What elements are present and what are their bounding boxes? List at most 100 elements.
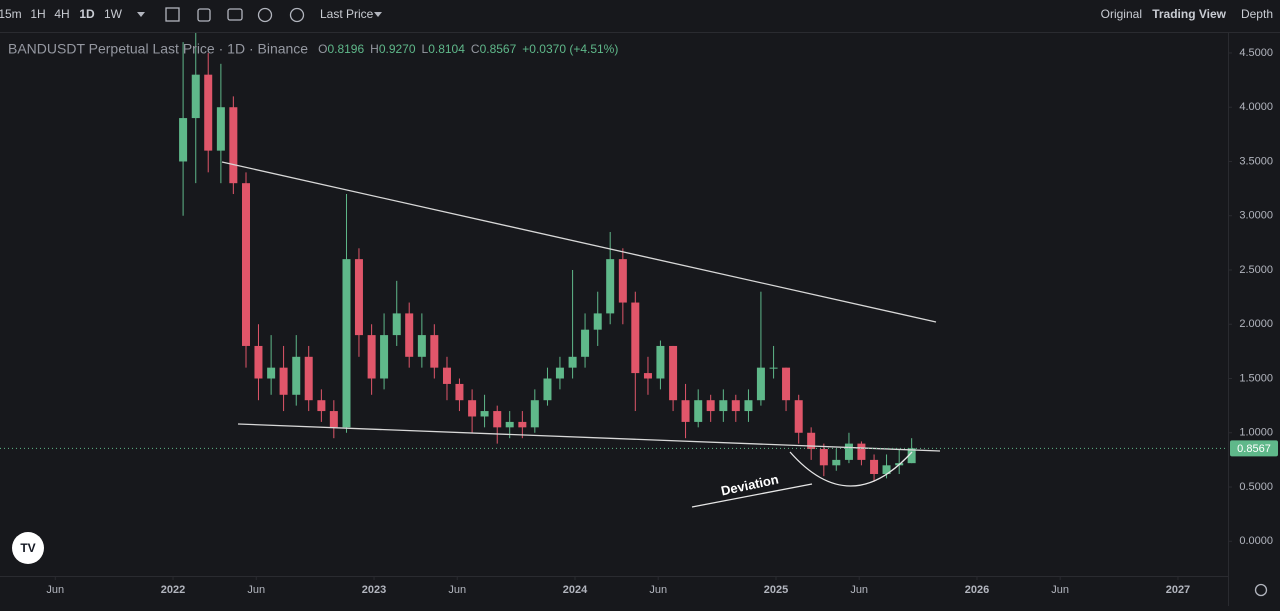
legend-value: 0.8567: [480, 42, 517, 56]
settings-icon[interactable]: [1254, 583, 1268, 597]
candle-body: [191, 74, 200, 119]
candle-body: [216, 107, 225, 151]
y-tick-label: 2.0000: [1239, 318, 1273, 330]
x-tick-label: Jun: [247, 584, 265, 596]
candle-body: [794, 400, 803, 433]
legend-label: C: [471, 42, 480, 56]
camera-icon[interactable]: [227, 8, 243, 21]
view-tab[interactable]: Original: [1101, 7, 1142, 21]
candle-body: [242, 183, 251, 346]
candle-body: [417, 335, 426, 357]
x-tick-label: Jun: [46, 584, 64, 596]
logo: TV: [12, 532, 44, 564]
price-type-select[interactable]: Last Price: [320, 7, 374, 21]
y-tick-label: 4.5000: [1239, 47, 1273, 59]
candle-body: [568, 356, 577, 368]
candle-body: [669, 345, 678, 401]
candle-body: [442, 367, 451, 384]
y-tick-label: 4.0000: [1239, 101, 1273, 113]
add-icon[interactable]: [257, 7, 273, 23]
trendline: [221, 161, 937, 323]
candle-icon[interactable]: [197, 8, 211, 22]
dropdown-icon[interactable]: [137, 12, 145, 17]
candle-body: [606, 259, 615, 314]
toolbar: [137, 7, 382, 23]
candle-body: [292, 356, 301, 395]
last-price-label: 0.8567: [1237, 443, 1271, 455]
candle-body: [229, 107, 238, 184]
candle-body: [706, 400, 715, 412]
candle-body: [807, 432, 816, 450]
logo-badge[interactable]: [12, 532, 44, 564]
candle-body: [694, 400, 703, 422]
candle-body: [744, 400, 753, 412]
x-tick-label: Jun: [1051, 584, 1069, 596]
legend-value: 0.8104: [428, 42, 465, 56]
legend-value: 0.9270: [379, 42, 416, 56]
indicator-icon[interactable]: [165, 7, 180, 22]
view-tab[interactable]: Depth: [1241, 7, 1273, 21]
candle-body: [267, 367, 276, 379]
candle-body: [304, 356, 313, 401]
ohlc-legend: O 0.8196 H 0.9270 L 0.8104 C 0.8567 +0.0370 (+4.…: [318, 42, 618, 56]
candle-body: [505, 421, 514, 428]
candle-body: [756, 367, 765, 401]
candle-body: [254, 345, 263, 379]
legend-change: +0.0370 (+4.51%): [522, 42, 618, 56]
annotation: Deviation: [720, 472, 780, 499]
candle-body: [719, 400, 728, 412]
candle-body: [342, 259, 351, 428]
view-tab[interactable]: Trading View: [1152, 7, 1226, 21]
candle-body: [907, 448, 916, 464]
x-tick-label: Jun: [850, 584, 868, 596]
candle-body: [769, 367, 778, 369]
deviation-line: [691, 483, 813, 508]
candle-body: [555, 367, 564, 379]
candle-body: [493, 411, 502, 428]
candle-body: [455, 383, 464, 401]
candle-body: [543, 378, 552, 401]
legend-value: 0.8196: [327, 42, 364, 56]
y-tick-label: 3.5000: [1239, 155, 1273, 167]
interval-button[interactable]: 15m: [0, 7, 22, 21]
candle-body: [367, 335, 376, 379]
y-tick-label: 1.5000: [1239, 372, 1273, 384]
x-tick-label: 2022: [161, 584, 185, 596]
candle-body: [518, 421, 527, 428]
interval-button[interactable]: 1W: [104, 7, 123, 21]
candle-body: [405, 313, 414, 357]
y-tick-label: 3.0000: [1239, 210, 1273, 222]
interval-button[interactable]: 4H: [54, 7, 69, 21]
interval-button[interactable]: 1D: [79, 7, 95, 21]
legend-label: H: [370, 42, 379, 56]
candle-body: [392, 313, 401, 336]
candle-body: [179, 118, 188, 162]
interval-button[interactable]: 1H: [30, 7, 45, 21]
candle-body: [204, 74, 213, 151]
dropdown-icon[interactable]: [374, 12, 382, 17]
candle-body: [329, 411, 338, 428]
trendline: [237, 423, 941, 452]
settings-icon[interactable]: [289, 7, 305, 23]
candle-body: [832, 459, 841, 466]
candle-body: [819, 449, 828, 466]
candle-body: [380, 335, 389, 379]
candle-body: [857, 443, 866, 460]
x-tick-label: 2025: [764, 584, 788, 596]
x-tick-label: 2023: [362, 584, 386, 596]
candle-body: [882, 465, 891, 474]
drawings: Deviation: [221, 161, 941, 508]
candle-body: [468, 400, 477, 417]
candle-body: [430, 335, 439, 368]
y-tick-label: 0.5000: [1239, 481, 1273, 493]
plot-area: [179, 33, 916, 482]
last-price-badge: [1230, 440, 1278, 457]
x-tick-label: 2026: [965, 584, 989, 596]
x-tick-label: Jun: [448, 584, 466, 596]
candle-body: [870, 459, 879, 474]
candle-body: [782, 367, 791, 401]
candle-body: [643, 373, 652, 379]
candle-body: [844, 443, 853, 460]
candle-body: [480, 411, 489, 417]
